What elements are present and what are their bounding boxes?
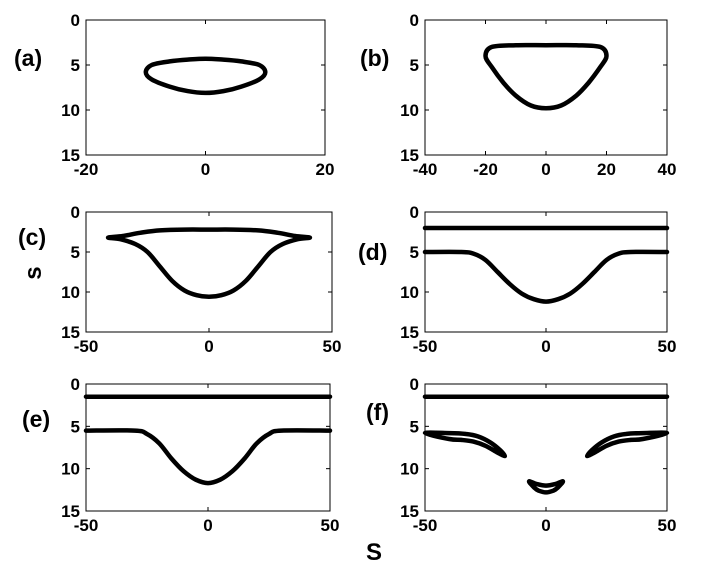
x-tick-label: 50 [658, 516, 677, 535]
y-tick-label: 10 [61, 283, 80, 302]
panel-a: -20 0 20 0 5 10 15 (a) [14, 11, 334, 179]
series-line-3 [584, 430, 670, 459]
plot-frame [85, 19, 326, 156]
x-tick-label: 50 [323, 337, 342, 356]
panel-label: (d) [358, 239, 387, 265]
y-tick-label: 0 [410, 11, 419, 30]
series-line-2 [83, 428, 333, 486]
panel-label: (e) [22, 406, 50, 432]
x-axis-label: S [366, 539, 382, 566]
series-line-1 [483, 42, 609, 111]
x-tick-label: 0 [541, 337, 550, 356]
x-tick-label: 0 [203, 516, 212, 535]
x-tick-label: -20 [473, 160, 498, 179]
y-tick-label: 15 [400, 323, 419, 342]
y-tick-label: 0 [71, 375, 80, 394]
y-tick-label: 15 [61, 502, 80, 521]
y-tick-label: 15 [61, 146, 80, 165]
x-tick-label: 0 [541, 160, 550, 179]
y-tick-label: 5 [71, 417, 80, 436]
series-line-2 [422, 430, 508, 459]
x-tick-label: -50 [413, 337, 438, 356]
panel-label: (a) [14, 45, 42, 71]
panel-f: -50 0 50 0 5 10 15 (f) [366, 375, 676, 535]
x-tick-label: 50 [321, 516, 340, 535]
x-tick-label: -50 [413, 516, 438, 535]
y-tick-label: 0 [71, 203, 80, 222]
y-tick-label: 0 [71, 11, 80, 30]
x-tick-label: -50 [74, 516, 99, 535]
y-tick-label: 0 [410, 203, 419, 222]
y-tick-label: 10 [400, 101, 419, 120]
x-tick-label: -40 [413, 160, 438, 179]
panel-label: (b) [360, 45, 389, 71]
y-tick-label: 15 [61, 323, 80, 342]
y-tick-label: 0 [410, 375, 419, 394]
y-tick-label: 15 [400, 502, 419, 521]
y-tick-label: 10 [400, 283, 419, 302]
y-tick-label: 5 [71, 56, 80, 75]
panel-e: -50 0 50 0 5 10 15 (e) [22, 375, 339, 535]
series-line-4 [526, 479, 566, 495]
x-tick-label: 40 [658, 160, 677, 179]
x-tick-label: 0 [201, 160, 210, 179]
x-tick-label: -50 [74, 337, 99, 356]
x-tick-label: 0 [541, 516, 550, 535]
x-tick-label: 20 [316, 160, 335, 179]
x-tick-label: 20 [597, 160, 616, 179]
x-tick-label: -20 [74, 160, 99, 179]
y-tick-label: 5 [410, 243, 419, 262]
y-tick-label: 10 [61, 101, 80, 120]
panel-label: (f) [366, 399, 389, 425]
panel-label: (c) [18, 224, 46, 250]
panel-c: -50 0 50 0 5 10 15 (c) [18, 203, 341, 356]
panel-b: -40 -20 0 20 40 0 5 10 15 (b) [360, 11, 676, 179]
y-tick-label: 5 [410, 417, 419, 436]
x-tick-label: 50 [658, 337, 677, 356]
y-tick-label: 10 [400, 460, 419, 479]
series-line-1 [105, 227, 313, 300]
y-tick-label: 5 [71, 243, 80, 262]
plot-frame [85, 383, 331, 512]
x-tick-label: 0 [204, 337, 213, 356]
y-tick-label: 5 [410, 56, 419, 75]
panel-d: -50 0 50 0 5 10 15 (d) [358, 203, 676, 356]
y-tick-label: 15 [400, 146, 419, 165]
series-line-2 [422, 249, 670, 304]
series-line-1 [143, 56, 268, 96]
y-axis-label: s [20, 266, 47, 279]
y-tick-label: 10 [61, 460, 80, 479]
plot-frame [424, 19, 668, 156]
